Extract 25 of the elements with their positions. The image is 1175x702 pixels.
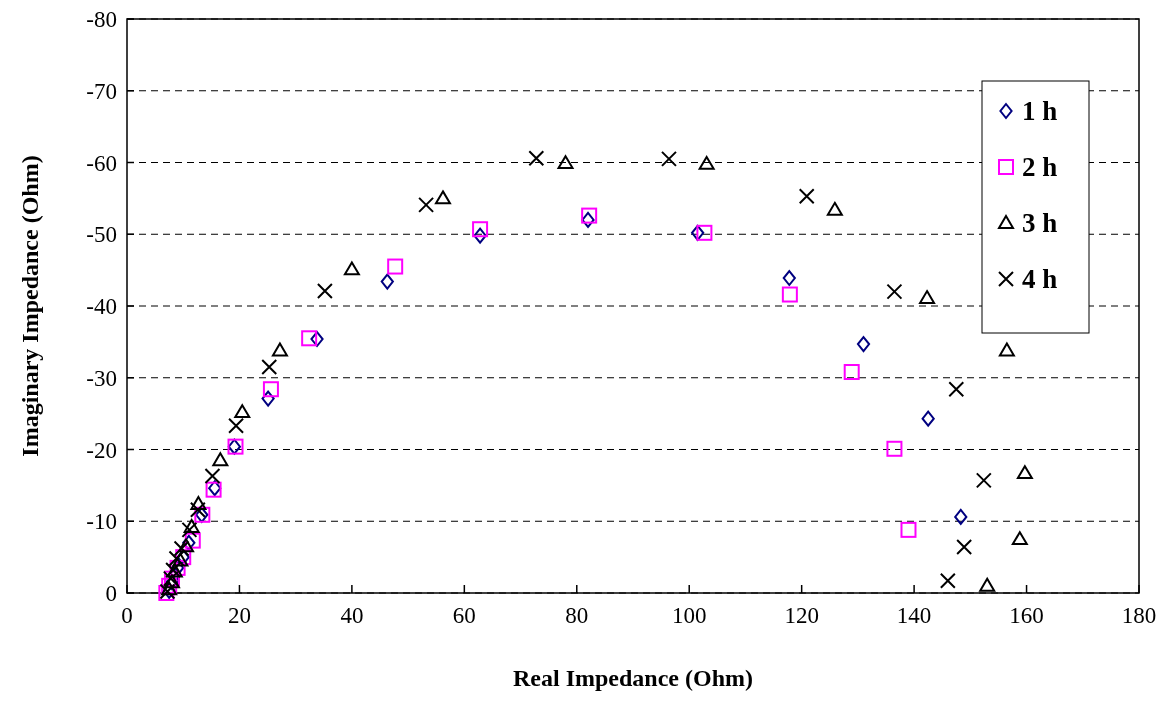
y-tick-label: -80 xyxy=(86,7,117,33)
x-tick-label: 180 xyxy=(1121,603,1157,628)
x-tick-label: 140 xyxy=(896,603,932,628)
x-tick-label: 60 xyxy=(452,603,476,628)
y-tick-label: -20 xyxy=(86,437,117,463)
x-tick-label: 0 xyxy=(121,603,133,628)
x-tick-label: 20 xyxy=(227,603,251,628)
y-tick-label: 0 xyxy=(105,581,117,607)
x-tick-label: 100 xyxy=(671,603,707,628)
legend-label: 4 h xyxy=(1022,264,1058,295)
legend-label: 2 h xyxy=(1022,152,1058,183)
y-tick-label: -10 xyxy=(86,509,117,535)
y-tick-label: -70 xyxy=(86,78,117,104)
y-tick-label: -40 xyxy=(86,294,117,320)
legend-label: 3 h xyxy=(1022,208,1058,239)
x-tick-label: 80 xyxy=(565,603,589,628)
x-axis-title: Real Impedance (Ohm) xyxy=(513,665,753,691)
y-tick-label: -60 xyxy=(86,150,117,176)
y-axis-title: Imaginary Impedance (Ohm) xyxy=(17,155,43,457)
y-tick-label: -50 xyxy=(86,222,117,248)
x-tick-label: 160 xyxy=(1009,603,1044,628)
y-tick-label: -30 xyxy=(86,365,117,391)
x-tick-label: 40 xyxy=(340,603,364,628)
legend-label: 1 h xyxy=(1022,96,1058,127)
x-tick-label: 120 xyxy=(784,603,819,628)
